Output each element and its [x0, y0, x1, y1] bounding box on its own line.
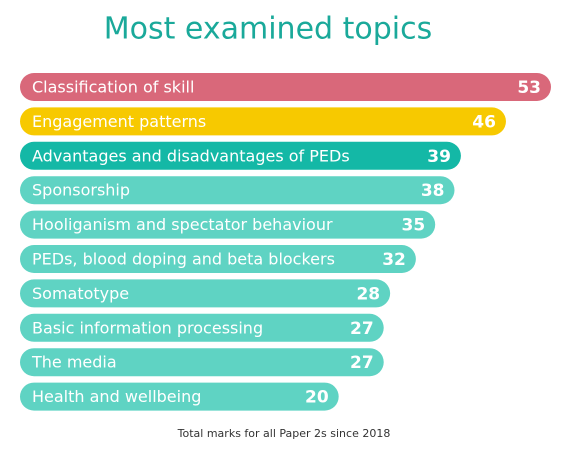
bar	[20, 73, 551, 101]
category-label: Engagement patterns	[32, 112, 206, 131]
footnote: Total marks for all Paper 2s since 2018	[177, 427, 391, 440]
value-label: 28	[356, 284, 380, 304]
value-label: 38	[421, 181, 445, 201]
bar	[20, 382, 339, 411]
category-label: The media	[31, 353, 117, 372]
bar	[20, 107, 506, 136]
category-label: Sponsorship	[32, 181, 130, 200]
bar	[20, 348, 384, 377]
bar	[20, 176, 455, 205]
category-label: Health and wellbeing	[32, 387, 201, 406]
bar	[20, 245, 416, 273]
value-label: 39	[427, 147, 451, 167]
value-label: 35	[402, 216, 426, 236]
value-label: 27	[350, 319, 374, 339]
value-label: 32	[382, 250, 406, 270]
category-label: Hooliganism and spectator behaviour	[32, 215, 333, 234]
category-label: Somatotype	[32, 284, 129, 303]
value-label: 20	[305, 388, 329, 408]
value-label: 46	[472, 112, 496, 132]
category-label: Advantages and disadvantages of PEDs	[32, 146, 350, 165]
category-label: Classification of skill	[32, 78, 194, 97]
bar	[20, 141, 461, 170]
bar	[20, 210, 436, 239]
chart-title: Most examined topics	[104, 12, 432, 47]
value-label: 53	[517, 78, 541, 98]
value-label: 27	[350, 353, 374, 373]
bar	[20, 313, 384, 342]
category-label: PEDs, blood doping and beta blockers	[32, 250, 335, 269]
category-label: Basic information processing	[32, 318, 263, 337]
bar	[20, 279, 391, 308]
